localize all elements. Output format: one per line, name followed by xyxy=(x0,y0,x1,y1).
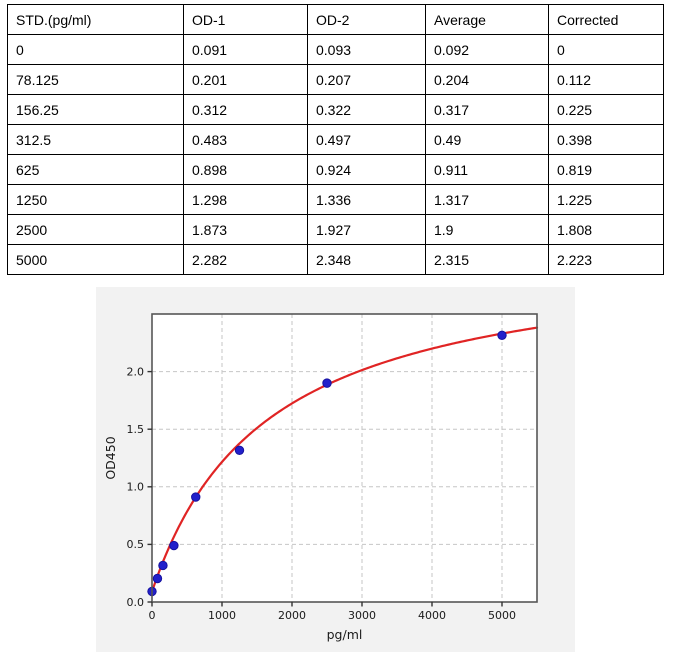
table-header-cell: OD-2 xyxy=(307,4,426,35)
x-tick-label: 1000 xyxy=(208,609,236,622)
table-cell: 312.5 xyxy=(7,124,184,155)
table-row: 312.5 0.483 0.497 0.49 0.398 xyxy=(7,124,664,155)
table-cell: 2500 xyxy=(7,214,184,245)
y-tick-label: 0.0 xyxy=(127,596,145,609)
y-tick-label: 0.5 xyxy=(127,538,145,551)
table-cell: 156.25 xyxy=(7,94,184,125)
table-header-cell: OD-1 xyxy=(183,4,308,35)
table-cell: 0.092 xyxy=(425,34,549,65)
table-header-cell: Average xyxy=(425,4,549,35)
table-cell: 0.49 xyxy=(425,124,549,155)
table-cell: 0.201 xyxy=(183,64,308,95)
table-cell: 1.927 xyxy=(307,214,426,245)
table-cell: 0.819 xyxy=(548,154,664,185)
table-row: 0 0.091 0.093 0.092 0 xyxy=(7,34,664,65)
table-cell: 1.873 xyxy=(183,214,308,245)
table-cell: 1.808 xyxy=(548,214,664,245)
x-tick-label: 2000 xyxy=(278,609,306,622)
y-tick-label: 2.0 xyxy=(127,365,145,378)
table-cell: 2.282 xyxy=(183,244,308,275)
table-cell: 2.223 xyxy=(548,244,664,275)
x-tick-label: 5000 xyxy=(488,609,516,622)
table-cell: 0.207 xyxy=(307,64,426,95)
table-cell: 2.315 xyxy=(425,244,549,275)
table-cell: 0.911 xyxy=(425,154,549,185)
data-point xyxy=(497,330,507,341)
fit-curve xyxy=(150,326,539,593)
y-tick-label: 1.0 xyxy=(127,481,145,494)
table-cell: 0 xyxy=(7,34,184,65)
x-tick-label: 0 xyxy=(149,609,156,622)
x-tick-label: 3000 xyxy=(348,609,376,622)
data-point xyxy=(152,573,163,584)
table-row: 625 0.898 0.924 0.911 0.819 xyxy=(7,154,664,185)
data-point xyxy=(191,492,201,502)
table-row: 5000 2.282 2.348 2.315 2.223 xyxy=(7,244,664,275)
table-cell: 0.225 xyxy=(548,94,664,125)
data-point xyxy=(169,540,179,551)
table-header-cell: STD.(pg/ml) xyxy=(7,4,184,35)
table-cell: 625 xyxy=(7,154,184,185)
table-cell: 0.204 xyxy=(425,64,549,95)
table-cell: 5000 xyxy=(7,244,184,275)
table-cell: 0.322 xyxy=(307,94,426,125)
table-header-row: STD.(pg/ml) OD-1 OD-2 Average Corrected xyxy=(7,4,664,35)
table-cell: 1.9 xyxy=(425,214,549,245)
standards-table: STD.(pg/ml) OD-1 OD-2 Average Corrected 0 0.0… xyxy=(7,4,664,275)
table-cell: 0.317 xyxy=(425,94,549,125)
plot-area xyxy=(152,314,537,602)
table-cell: 1250 xyxy=(7,184,184,215)
standard-curve-chart: 0 1000 2000 3000 4000 5000 0.0 0.5 1.0 1.5 2.0 pg/m… xyxy=(96,287,575,652)
table-cell: 0.898 xyxy=(183,154,308,185)
table-cell: 0.497 xyxy=(307,124,426,155)
table-cell: 0.112 xyxy=(548,64,664,95)
table-cell: 0.483 xyxy=(183,124,308,155)
x-tick-label: 4000 xyxy=(418,609,446,622)
table-cell: 0.924 xyxy=(307,154,426,185)
table-cell: 1.225 xyxy=(548,184,664,215)
table-cell: 78.125 xyxy=(7,64,184,95)
table-header-cell: Corrected xyxy=(548,4,664,35)
data-point xyxy=(234,445,245,455)
standard-curve-figure: 0 1000 2000 3000 4000 5000 0.0 0.5 1.0 1.5 2.0 pg/m… xyxy=(96,287,575,652)
y-tick-label: 1.5 xyxy=(127,423,145,436)
table-row: 1250 1.298 1.336 1.317 1.225 xyxy=(7,184,664,215)
table-cell: 1.298 xyxy=(183,184,308,215)
x-axis-label: pg/ml xyxy=(327,627,363,642)
table-cell: 1.336 xyxy=(307,184,426,215)
data-point xyxy=(158,560,168,571)
y-axis-label: OD450 xyxy=(103,436,118,479)
table-row: 78.125 0.201 0.207 0.204 0.112 xyxy=(7,64,664,95)
plot-spines xyxy=(151,313,538,603)
table-cell: 0.093 xyxy=(307,34,426,65)
table-cell: 2.348 xyxy=(307,244,426,275)
table-row: 2500 1.873 1.927 1.9 1.808 xyxy=(7,214,664,245)
table-cell: 1.317 xyxy=(425,184,549,215)
table-cell: 0.091 xyxy=(183,34,308,65)
table-cell: 0.312 xyxy=(183,94,308,125)
data-point xyxy=(322,378,332,388)
table-cell: 0 xyxy=(548,34,664,65)
table-row: 156.25 0.312 0.322 0.317 0.225 xyxy=(7,94,664,125)
table-cell: 0.398 xyxy=(548,124,664,155)
